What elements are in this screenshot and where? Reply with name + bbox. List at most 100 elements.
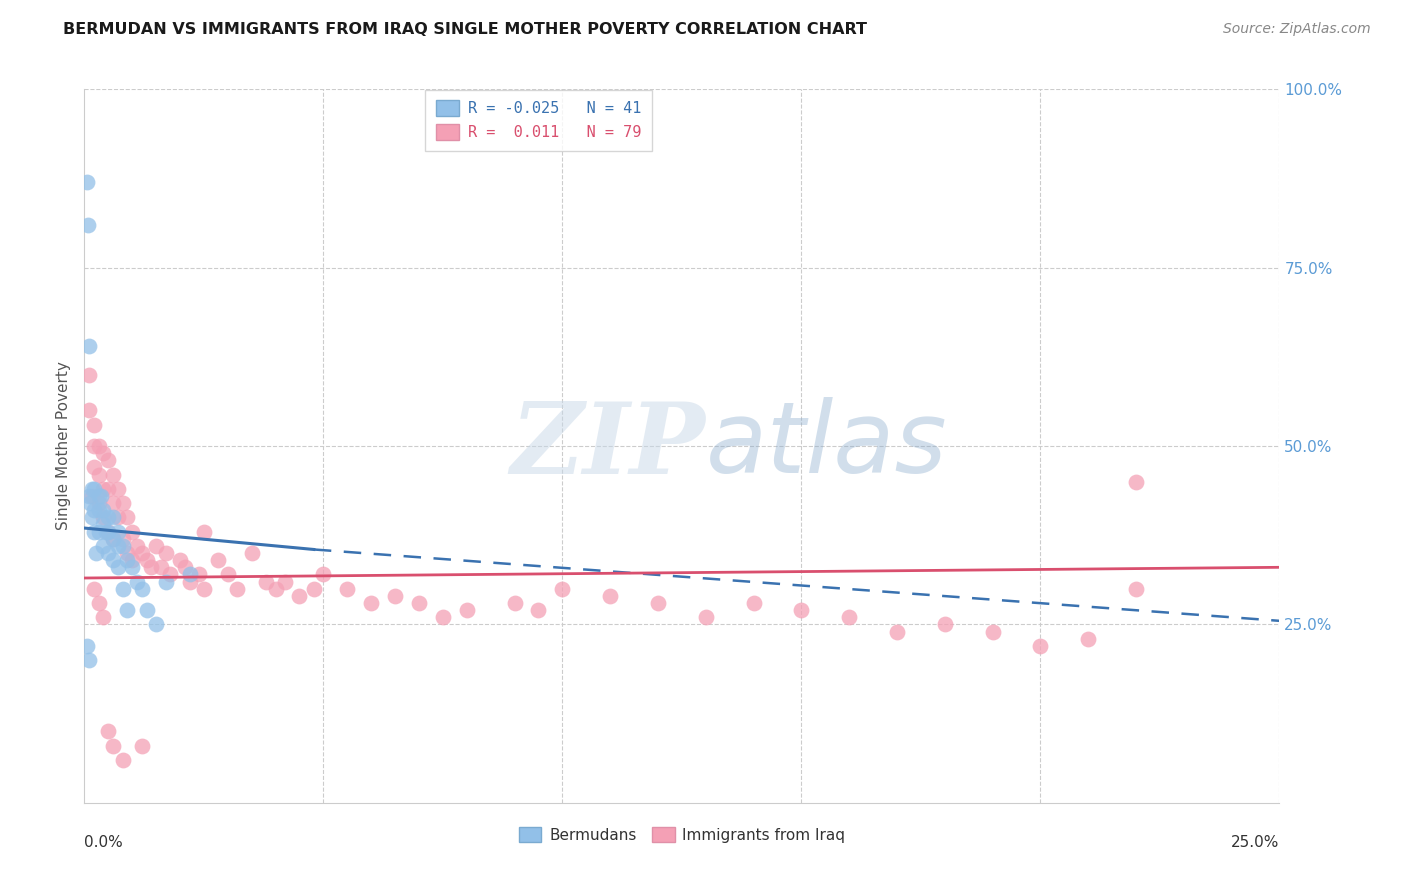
Point [93, 482, 115, 496]
Point [503, 596, 526, 610]
Point [83, 582, 105, 596]
Point [83, 524, 105, 539]
Point [87, 496, 110, 510]
Point [302, 582, 325, 596]
Y-axis label: Single Mother Poverty: Single Mother Poverty [56, 361, 72, 531]
Point [838, 610, 860, 624]
Point [179, 574, 201, 589]
Point [384, 589, 406, 603]
Point [93, 510, 115, 524]
Point [111, 496, 134, 510]
Point [131, 582, 153, 596]
Point [90, 489, 112, 503]
Point [101, 532, 124, 546]
Point [87, 439, 110, 453]
Point [101, 532, 124, 546]
Point [240, 546, 263, 560]
Point [101, 553, 124, 567]
Point [76, 175, 98, 189]
Point [93, 517, 115, 532]
Text: 25.0%: 25.0% [1232, 835, 1279, 850]
Point [83, 460, 105, 475]
Point [111, 582, 134, 596]
Text: 0.0%: 0.0% [84, 835, 124, 850]
Point [288, 589, 311, 603]
Point [125, 539, 148, 553]
Text: BERMUDAN VS IMMIGRANTS FROM IRAQ SINGLE MOTHER POVERTY CORRELATION CHART: BERMUDAN VS IMMIGRANTS FROM IRAQ SINGLE … [63, 22, 868, 37]
Point [107, 510, 129, 524]
Point [97, 453, 120, 467]
Point [97, 482, 120, 496]
Point [93, 503, 115, 517]
Point [149, 560, 172, 574]
Point [790, 603, 813, 617]
Point [141, 560, 163, 574]
Point [173, 560, 195, 574]
Point [159, 567, 181, 582]
Point [155, 546, 177, 560]
Point [83, 439, 105, 453]
Point [360, 596, 382, 610]
Text: atlas: atlas [706, 398, 948, 494]
Point [77, 339, 100, 353]
Point [217, 567, 239, 582]
Point [77, 368, 100, 382]
Point [93, 610, 115, 624]
Point [193, 582, 215, 596]
Point [87, 596, 110, 610]
Point [93, 539, 115, 553]
Point [117, 546, 139, 560]
Point [934, 617, 956, 632]
Point [125, 574, 148, 589]
Point [274, 574, 297, 589]
Point [93, 446, 115, 460]
Point [432, 610, 454, 624]
Point [80, 489, 103, 503]
Point [101, 496, 124, 510]
Point [145, 539, 167, 553]
Point [87, 503, 110, 517]
Point [599, 589, 621, 603]
Point [121, 560, 143, 574]
Point [117, 553, 139, 567]
Point [76, 218, 98, 232]
Point [107, 560, 129, 574]
Point [1125, 475, 1147, 489]
Point [83, 503, 105, 517]
Point [155, 574, 177, 589]
Point [742, 596, 765, 610]
Point [87, 467, 110, 482]
Point [97, 724, 120, 739]
Point [264, 582, 287, 596]
Point [207, 553, 229, 567]
Point [981, 624, 1004, 639]
Point [117, 603, 139, 617]
Point [408, 596, 430, 610]
Point [169, 553, 191, 567]
Point [97, 524, 120, 539]
Point [80, 482, 103, 496]
Point [551, 582, 574, 596]
Point [86, 546, 108, 560]
Point [97, 524, 120, 539]
Point [193, 524, 215, 539]
Text: ZIP: ZIP [510, 398, 706, 494]
Point [76, 639, 98, 653]
Point [254, 574, 277, 589]
Point [695, 610, 717, 624]
Point [87, 489, 110, 503]
Point [83, 482, 105, 496]
Point [336, 582, 359, 596]
Point [121, 553, 143, 567]
Point [87, 524, 110, 539]
Point [83, 417, 105, 432]
Point [312, 567, 335, 582]
Point [101, 510, 124, 524]
Point [121, 524, 143, 539]
Point [77, 403, 100, 417]
Text: Source: ZipAtlas.com: Source: ZipAtlas.com [1223, 22, 1371, 37]
Point [77, 489, 100, 503]
Point [107, 539, 129, 553]
Point [1077, 632, 1099, 646]
Point [456, 603, 478, 617]
